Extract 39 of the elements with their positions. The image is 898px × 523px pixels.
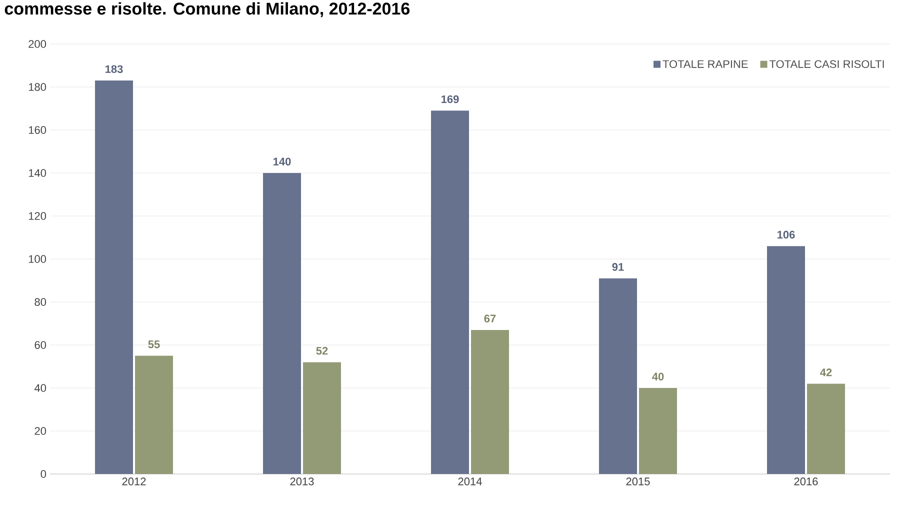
data-label: 67 <box>484 314 496 322</box>
data-label: 40 <box>652 372 664 380</box>
y-tick-label: 40 <box>34 384 46 392</box>
bar <box>767 246 805 474</box>
data-label: 183 <box>106 65 123 74</box>
bar <box>263 173 301 474</box>
y-tick-label: 200 <box>28 40 46 48</box>
y-tick-label: 120 <box>28 212 46 220</box>
x-tick-label: 2014 <box>458 478 482 486</box>
y-tick-label: 20 <box>34 427 46 435</box>
legend-label: TOTALE CASI RISOLTI <box>770 60 884 68</box>
y-tick-label: 0 <box>40 470 46 478</box>
chart-title: commesse e risolte. Comune di Milano, 2012-2016 <box>4 2 410 18</box>
data-label: 91 <box>612 263 624 271</box>
data-label: 106 <box>778 230 795 239</box>
y-tick-label: 140 <box>28 169 46 177</box>
y-tick-label: 180 <box>28 83 46 91</box>
x-tick-label: 2015 <box>626 478 650 486</box>
bar <box>95 80 133 474</box>
y-tick-label: 100 <box>28 255 46 263</box>
bar <box>135 356 173 474</box>
data-label: 55 <box>148 340 160 348</box>
data-label: 42 <box>820 368 832 376</box>
data-label: 140 <box>274 158 291 166</box>
bar <box>431 110 470 474</box>
bar <box>639 388 677 474</box>
y-tick-label: 60 <box>34 341 46 349</box>
x-tick-label: 2012 <box>122 478 146 486</box>
bar <box>807 384 846 474</box>
bar <box>599 278 637 474</box>
data-label: 52 <box>316 346 328 355</box>
bar <box>303 362 342 474</box>
y-tick-label: 160 <box>28 126 46 134</box>
x-tick-label: 2013 <box>290 478 314 486</box>
bar <box>471 330 509 474</box>
data-label: 169 <box>442 95 459 104</box>
x-tick-label: 2016 <box>794 478 818 486</box>
legend-label: TOTALE RAPINE <box>662 60 748 68</box>
y-tick-label: 80 <box>34 298 46 306</box>
